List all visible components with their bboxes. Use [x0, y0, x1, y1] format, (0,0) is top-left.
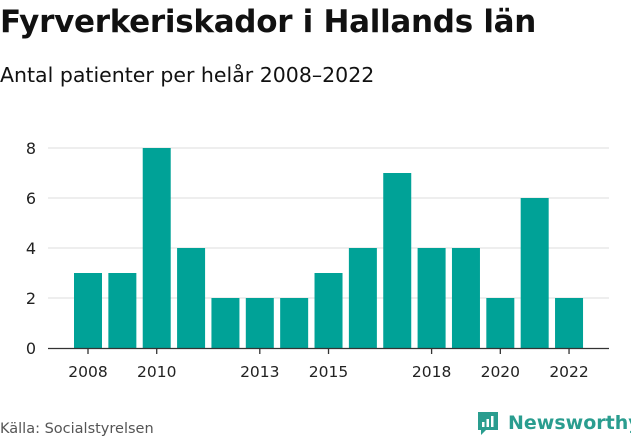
bar-2010 [142, 148, 171, 348]
bar-chart: 0 2 4 6 8 2008 2010 2013 2015 2018 2020 2022 [26, 139, 609, 381]
bar-2008 [74, 273, 102, 348]
bar-2018 [417, 248, 446, 348]
bar-2014 [280, 298, 309, 348]
bar-2020 [486, 298, 515, 348]
bar-2012 [211, 298, 240, 348]
chart-title: Fyrverkeriskador i Hallands län [0, 4, 537, 40]
y-tick-label: 0 [26, 339, 36, 358]
y-tick-label: 6 [26, 189, 36, 208]
bar-2019 [451, 248, 480, 348]
brand-logo: Newsworthy [476, 408, 631, 438]
bar-2017 [383, 173, 412, 348]
bar-2022 [555, 298, 584, 348]
x-tick-label: 2022 [549, 363, 588, 381]
x-tick-label: 2018 [412, 363, 451, 381]
bar-2013 [245, 298, 274, 348]
x-tick-label: 2008 [68, 363, 107, 381]
source-note: Källa: Socialstyrelsen [0, 421, 154, 437]
x-tick-label: 2010 [137, 363, 176, 381]
brand-name: Newsworthy [508, 412, 631, 434]
x-tick-label: 2020 [481, 363, 520, 381]
y-tick-label: 8 [26, 139, 36, 158]
y-tick-label: 2 [26, 289, 36, 308]
newsworthy-logo-icon [478, 412, 498, 435]
bar-2021 [520, 198, 549, 348]
bar-2016 [348, 248, 377, 348]
y-tick-label: 4 [26, 239, 36, 258]
x-tick-label: 2015 [309, 363, 348, 381]
x-tick-label: 2013 [240, 363, 279, 381]
chart-subtitle: Antal patienter per helår 2008–2022 [0, 63, 375, 87]
bar-2009 [108, 273, 137, 348]
bar-2015 [314, 273, 343, 348]
bar-2011 [177, 248, 206, 348]
